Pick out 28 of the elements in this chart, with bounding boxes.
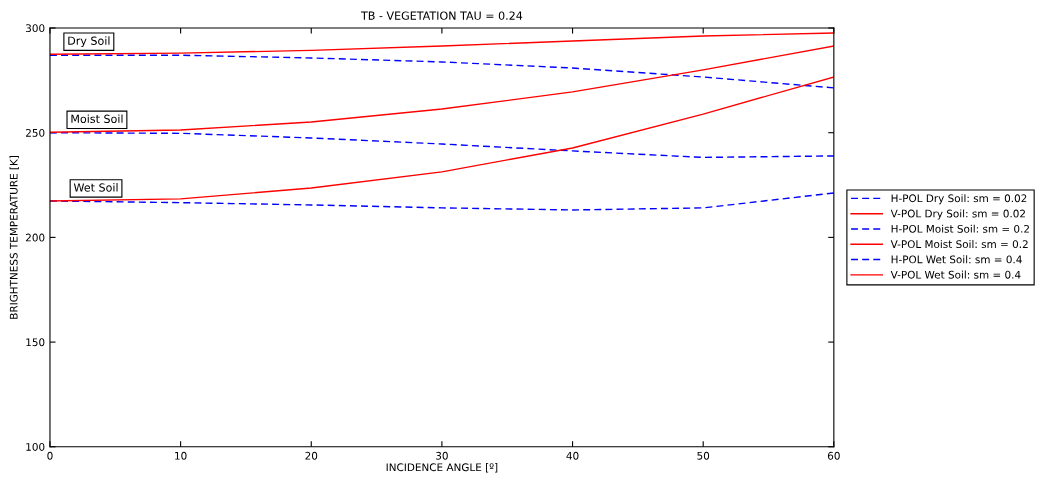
line-series <box>49 76 834 202</box>
x-tick-label: 20 <box>305 451 318 460</box>
annotation: Moist Soil <box>71 114 123 124</box>
y-tick-label: 150 <box>26 338 45 347</box>
x-tick-label: 30 <box>436 451 448 460</box>
y-tick-label: 100 <box>26 443 45 451</box>
y-tick-label: 300 <box>26 24 45 33</box>
legend-label: V-POL Wet Soil: sm = 0.4 <box>890 270 1021 279</box>
annotation: Wet Soil <box>73 183 118 192</box>
legend-label: V-POL Dry Soil: sm = 0.02 <box>890 209 1025 220</box>
x-tick-label: 50 <box>697 451 710 460</box>
legend-label: H-POL Dry Soil: sm = 0.02 <box>891 194 1027 205</box>
chart-title: TB - VEGETATION TAU = 0.24 <box>360 11 523 20</box>
x-tick-label: 40 <box>566 451 579 460</box>
legend-label: H-POL Wet Soil: sm = 0.4 <box>891 255 1022 264</box>
x-tick-label: 10 <box>175 451 187 460</box>
legend-label: H-POL Moist Soil: sm = 0.2 <box>891 224 1029 233</box>
x-tick-label: 60 <box>827 451 840 460</box>
annotation: Dry Soil <box>68 36 110 48</box>
y-tick-label: 200 <box>25 233 45 242</box>
x-axis-title: INCIDENCE ANGLE [º] <box>386 463 498 473</box>
x-tick-label: 0 <box>47 451 53 460</box>
line-series <box>49 32 834 55</box>
legend-label: V-POL Moist Soil: sm = 0.2 <box>890 240 1028 249</box>
line-series <box>49 54 834 89</box>
y-tick-label: 250 <box>25 128 45 137</box>
line-series <box>49 45 834 133</box>
y-axis-title: BRIGHTNESS TEMPERATURE [K] <box>9 155 19 319</box>
